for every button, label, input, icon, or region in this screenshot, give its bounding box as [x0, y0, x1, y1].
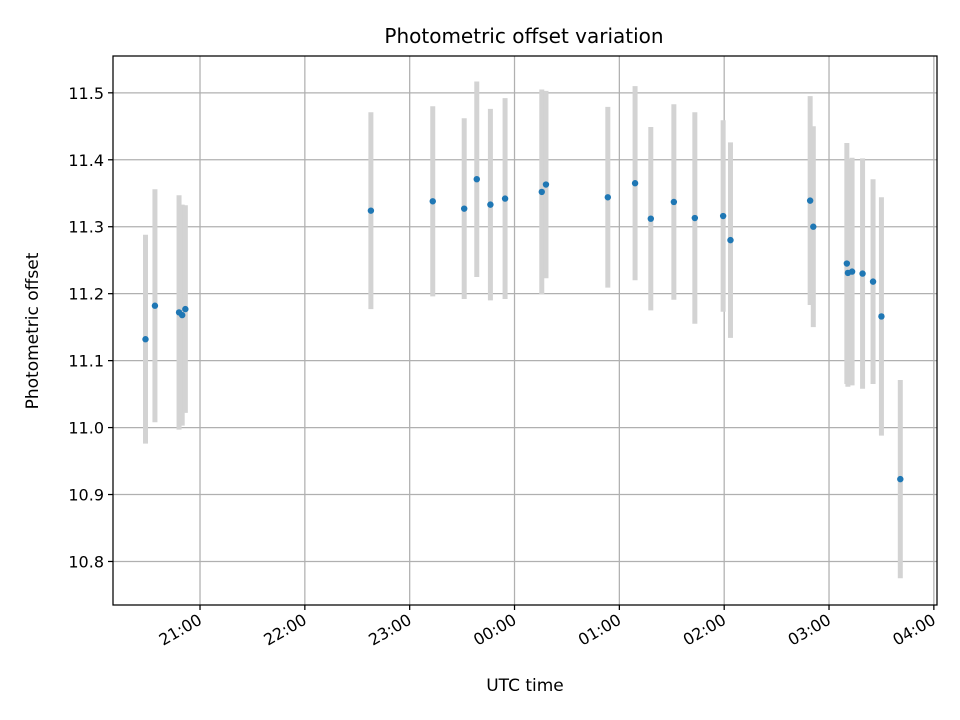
data-point: [810, 223, 817, 230]
data-point: [142, 336, 149, 343]
data-point: [367, 207, 375, 214]
data-point: [429, 198, 436, 205]
data-point: [604, 194, 612, 201]
data-point: [859, 270, 866, 277]
data-point: [727, 236, 734, 244]
y-axis-label: Photometric offset: [23, 252, 43, 409]
data-point: [178, 311, 186, 319]
plot-frame: [112, 55, 938, 606]
chart-title: Photometric offset variation: [384, 24, 663, 48]
data-point: [647, 215, 655, 222]
y-tick-label: 11.1: [68, 352, 104, 371]
data-point: [542, 181, 550, 188]
x-axis-label: UTC time: [486, 676, 564, 696]
y-tick-label: 10.9: [68, 486, 104, 505]
data-point: [670, 198, 678, 206]
data-point: [631, 180, 639, 187]
y-tick-label: 11.3: [68, 218, 104, 237]
data-points: [142, 175, 904, 483]
data-point: [473, 175, 480, 183]
data-point: [501, 195, 509, 202]
y-tick-label: 11.5: [68, 84, 104, 103]
data-point: [843, 260, 851, 267]
data-point: [151, 302, 159, 309]
data-point: [719, 212, 727, 220]
data-point: [848, 268, 856, 275]
data-point: [182, 305, 189, 313]
data-point: [878, 313, 885, 320]
y-axis: 10.8 10.9 11.0 11.1 11.2 11.3 11.4 11.5: [68, 84, 113, 571]
y-tick-label: 11.2: [68, 285, 104, 304]
data-point: [691, 214, 699, 222]
data-point: [869, 278, 877, 285]
data-point: [460, 205, 468, 212]
y-tick-label: 10.8: [68, 552, 104, 571]
data-point: [538, 188, 545, 196]
y-tick-label: 11.0: [68, 419, 104, 438]
y-tick-label: 11.4: [68, 151, 104, 170]
data-point: [487, 201, 494, 208]
data-point: [806, 197, 814, 204]
grid: [113, 56, 937, 605]
data-point: [897, 475, 904, 483]
